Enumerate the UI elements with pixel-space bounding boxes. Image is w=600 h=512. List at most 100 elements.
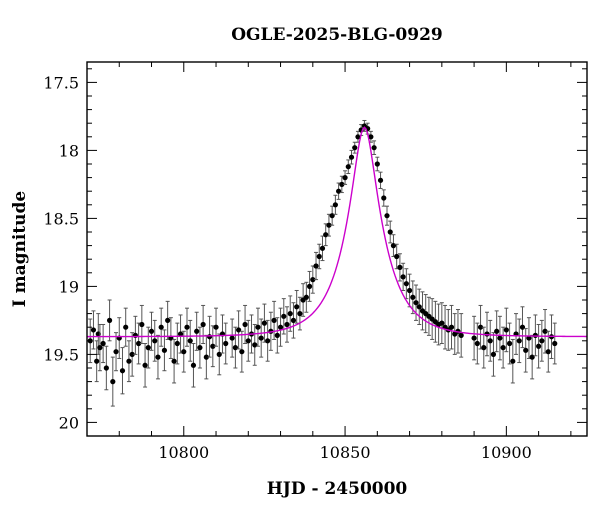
data-point bbox=[174, 340, 180, 347]
data-point bbox=[129, 351, 135, 357]
data-point bbox=[510, 358, 516, 364]
data-point bbox=[100, 340, 106, 347]
data-point bbox=[313, 263, 319, 269]
data-point bbox=[371, 145, 377, 151]
data-point bbox=[381, 195, 387, 201]
data-point bbox=[197, 345, 203, 351]
data-point bbox=[126, 358, 132, 364]
data-point bbox=[539, 338, 545, 344]
data-point bbox=[332, 202, 338, 208]
data-point bbox=[245, 338, 251, 344]
data-point bbox=[287, 311, 293, 317]
data-point bbox=[161, 347, 168, 353]
data-point bbox=[194, 328, 200, 334]
data-point bbox=[184, 324, 190, 330]
data-point bbox=[552, 340, 558, 347]
data-point bbox=[165, 317, 171, 323]
data-point bbox=[181, 349, 187, 355]
data-point bbox=[448, 324, 455, 330]
plot-area bbox=[87, 119, 587, 407]
data-point bbox=[516, 338, 522, 344]
data-point bbox=[213, 324, 219, 330]
model-curve bbox=[87, 126, 587, 338]
data-point bbox=[281, 313, 287, 319]
data-point bbox=[310, 277, 316, 283]
data-point bbox=[277, 324, 284, 330]
y-axis-label: I magnitude bbox=[10, 191, 30, 308]
data-point bbox=[187, 338, 193, 344]
data-point bbox=[242, 321, 248, 328]
data-point bbox=[545, 349, 551, 355]
data-point bbox=[477, 324, 484, 330]
x-tick-label: 10900 bbox=[481, 443, 532, 462]
data-point bbox=[274, 332, 280, 338]
data-point bbox=[403, 281, 409, 287]
data-point bbox=[374, 161, 380, 167]
data-point bbox=[481, 345, 487, 351]
data-point bbox=[190, 362, 197, 368]
data-point bbox=[439, 320, 445, 326]
data-point bbox=[223, 340, 229, 347]
data-point bbox=[303, 294, 309, 300]
data-point bbox=[339, 181, 345, 187]
x-tick-label: 10850 bbox=[320, 443, 371, 462]
data-point bbox=[536, 343, 542, 349]
data-point bbox=[148, 328, 155, 334]
y-tick-label: 18.5 bbox=[43, 209, 79, 228]
data-point bbox=[406, 287, 413, 294]
data-point bbox=[294, 304, 300, 310]
data-point bbox=[503, 327, 509, 333]
axis-ticks: 10800 10850 10900 17.5 18 18.5 19 19.5 20 bbox=[43, 62, 587, 462]
data-point bbox=[139, 321, 145, 328]
data-point bbox=[255, 324, 261, 330]
data-point bbox=[526, 335, 532, 341]
data-point bbox=[416, 304, 422, 310]
plot-content bbox=[87, 119, 587, 407]
data-point bbox=[171, 358, 177, 364]
data-point bbox=[136, 340, 142, 347]
data-point bbox=[487, 338, 493, 344]
data-point bbox=[348, 154, 355, 160]
x-axis-label: HJD - 2450000 bbox=[267, 479, 408, 499]
data-point bbox=[490, 351, 497, 357]
data-point bbox=[152, 338, 158, 344]
data-point bbox=[97, 345, 103, 351]
data-point bbox=[106, 317, 113, 323]
data-point bbox=[532, 332, 538, 338]
data-point bbox=[210, 343, 216, 349]
data-point bbox=[290, 317, 297, 323]
data-point bbox=[345, 164, 351, 170]
data-point bbox=[316, 253, 322, 260]
data-point bbox=[387, 229, 393, 235]
data-point bbox=[261, 320, 268, 326]
data-point bbox=[352, 145, 358, 151]
data-point bbox=[297, 311, 303, 317]
data-point bbox=[239, 349, 245, 355]
data-point bbox=[113, 349, 119, 355]
chart-title: OGLE-2025-BLG-0929 bbox=[231, 25, 443, 45]
data-point bbox=[110, 379, 116, 385]
data-point bbox=[523, 347, 529, 353]
data-point bbox=[319, 245, 326, 251]
data-point bbox=[542, 328, 548, 334]
data-point bbox=[200, 321, 206, 328]
data-point bbox=[410, 294, 416, 300]
data-point bbox=[397, 264, 403, 270]
data-point bbox=[394, 253, 400, 260]
data-point bbox=[90, 327, 97, 333]
data-point bbox=[413, 300, 419, 306]
data-point bbox=[123, 324, 129, 330]
data-point bbox=[258, 335, 264, 341]
data-point bbox=[474, 340, 480, 347]
data-point bbox=[265, 338, 271, 344]
data-point bbox=[377, 177, 384, 183]
data-point bbox=[284, 321, 290, 328]
data-point bbox=[458, 332, 464, 338]
y-tick-label: 20 bbox=[59, 413, 79, 432]
data-point bbox=[206, 334, 213, 340]
data-point bbox=[229, 335, 235, 341]
data-point bbox=[145, 345, 151, 351]
data-point bbox=[158, 324, 164, 330]
x-tick-label: 10800 bbox=[158, 443, 209, 462]
